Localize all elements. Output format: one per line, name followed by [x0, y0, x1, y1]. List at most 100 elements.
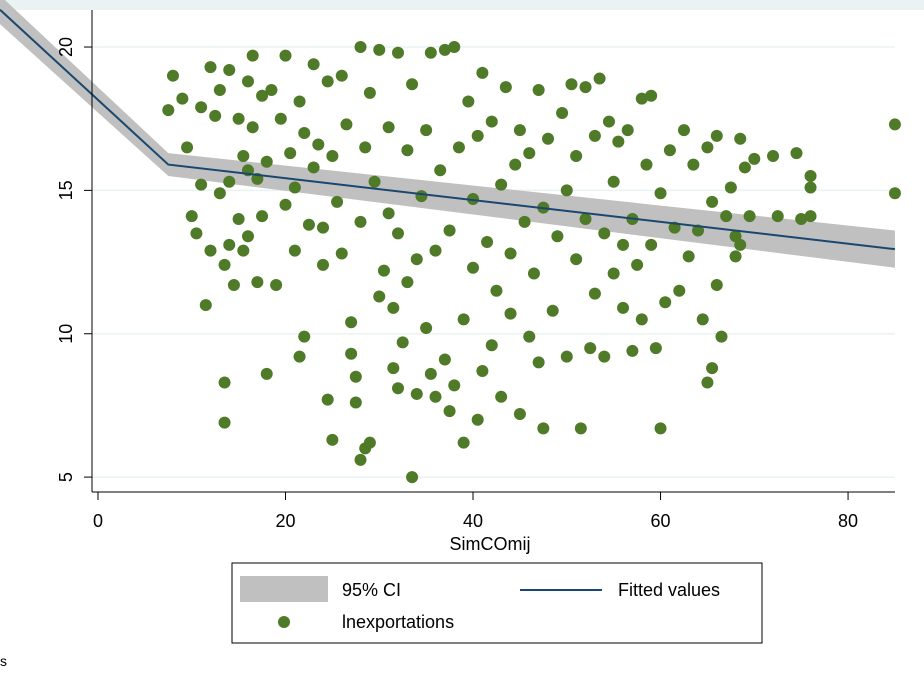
- point: [307, 58, 320, 71]
- point: [556, 106, 569, 119]
- point: [701, 376, 714, 389]
- point: [232, 213, 245, 226]
- top-band: [0, 0, 924, 10]
- point: [570, 253, 583, 266]
- point: [354, 41, 367, 54]
- point: [181, 141, 194, 154]
- point: [701, 141, 714, 154]
- point: [256, 89, 269, 102]
- point: [415, 190, 428, 203]
- point: [565, 78, 578, 91]
- legend-swatch: [240, 576, 328, 602]
- point: [227, 278, 240, 291]
- x-tick-label: 20: [275, 511, 295, 531]
- point: [213, 187, 226, 200]
- point: [368, 175, 381, 188]
- point: [771, 210, 784, 223]
- point: [584, 342, 597, 355]
- point: [345, 316, 358, 329]
- point: [631, 258, 644, 271]
- point: [649, 342, 662, 355]
- point: [593, 72, 606, 85]
- point: [542, 132, 555, 145]
- point: [696, 313, 709, 326]
- point: [532, 84, 545, 97]
- point: [359, 141, 372, 154]
- y-tick-label: 20: [56, 37, 76, 57]
- point: [265, 84, 278, 97]
- point: [448, 41, 461, 54]
- point: [406, 78, 419, 91]
- point: [724, 181, 737, 194]
- point: [513, 124, 526, 137]
- legend-label: lnexportations: [342, 612, 454, 632]
- point: [640, 158, 653, 171]
- point: [260, 367, 273, 380]
- point: [513, 408, 526, 421]
- point: [748, 152, 761, 165]
- point: [190, 227, 203, 240]
- point: [617, 238, 630, 251]
- point: [706, 362, 719, 375]
- point: [485, 339, 498, 352]
- x-axis-title: SimCOmij: [450, 534, 531, 554]
- point: [734, 238, 747, 251]
- point: [523, 147, 536, 160]
- point: [457, 436, 470, 449]
- point: [579, 81, 592, 94]
- point: [251, 276, 264, 289]
- point: [317, 258, 330, 271]
- point: [495, 178, 508, 191]
- point: [410, 387, 423, 400]
- point: [335, 69, 348, 82]
- plot-area: [0, 0, 901, 484]
- point: [363, 436, 376, 449]
- point: [518, 215, 531, 228]
- point: [288, 244, 301, 257]
- point: [687, 158, 700, 171]
- point: [532, 356, 545, 369]
- point: [495, 390, 508, 403]
- point: [298, 127, 311, 140]
- point: [570, 149, 583, 162]
- point: [560, 184, 573, 197]
- point: [659, 296, 672, 309]
- point: [645, 89, 658, 102]
- point: [710, 278, 723, 291]
- point: [382, 207, 395, 220]
- point: [204, 244, 217, 257]
- point: [790, 147, 803, 160]
- point: [345, 347, 358, 360]
- point: [317, 221, 330, 234]
- point: [363, 86, 376, 99]
- point: [612, 135, 625, 148]
- point: [579, 213, 592, 226]
- point: [710, 129, 723, 142]
- y-tick-label: 10: [56, 324, 76, 344]
- footer-fragment: s: [0, 653, 7, 669]
- point: [448, 379, 461, 392]
- point: [485, 115, 498, 128]
- point: [471, 129, 484, 142]
- point: [443, 405, 456, 418]
- point: [279, 198, 292, 211]
- point: [743, 210, 756, 223]
- point: [888, 118, 901, 131]
- point: [335, 247, 348, 260]
- point: [467, 192, 480, 205]
- point: [373, 290, 386, 303]
- point: [410, 253, 423, 266]
- point: [452, 141, 465, 154]
- point: [654, 187, 667, 200]
- point: [340, 118, 353, 131]
- point: [598, 350, 611, 363]
- point: [377, 264, 390, 277]
- point: [677, 124, 690, 137]
- point: [617, 301, 630, 314]
- point: [218, 258, 231, 271]
- point: [490, 284, 503, 297]
- point: [241, 75, 254, 88]
- point: [204, 61, 217, 74]
